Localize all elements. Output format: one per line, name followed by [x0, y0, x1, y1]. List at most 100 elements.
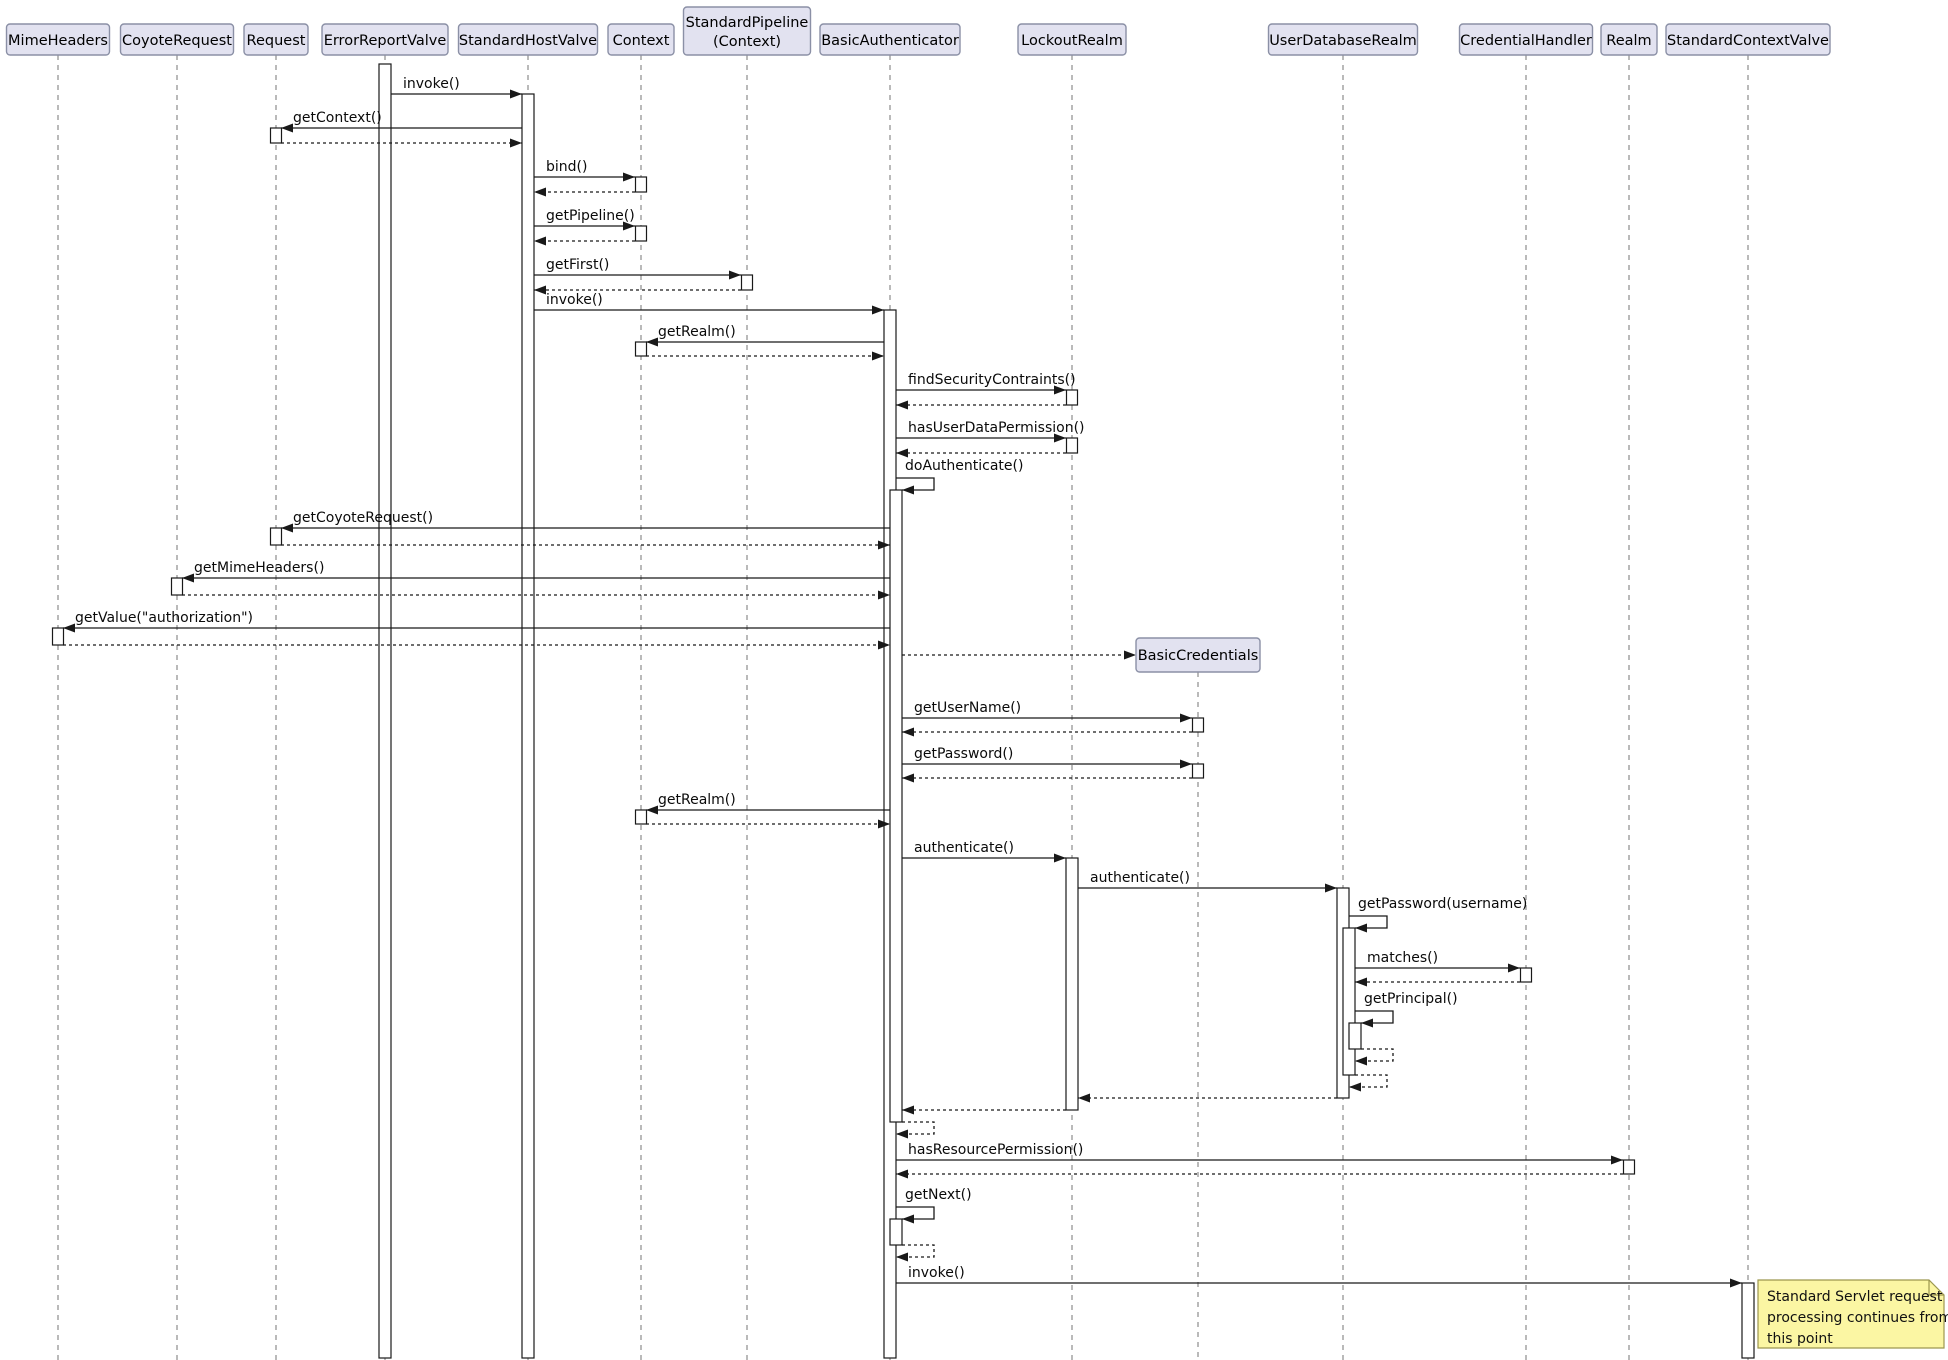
- arrowhead: [878, 590, 890, 600]
- message-label: findSecurityContraints(): [908, 372, 1076, 388]
- message-label: bind(): [546, 159, 587, 175]
- message-label: hasResourcePermission(): [908, 1142, 1083, 1158]
- context-getrealm-box: [634, 341, 648, 357]
- mimeheaders-getvalue-box: [51, 627, 65, 646]
- message-label: invoke(): [908, 1265, 965, 1281]
- self-return-arrow: [896, 1121, 935, 1135]
- participant-label: Realm: [1606, 33, 1651, 49]
- participant-label: StandardHostValve: [459, 33, 597, 49]
- participant-standardcontextvalve: StandardContextValve: [1665, 23, 1831, 56]
- participant-coyoterequest: CoyoteRequest: [119, 23, 235, 56]
- arrowhead: [896, 448, 908, 458]
- self-message-arrow: [896, 477, 935, 491]
- request-getcoyote-box: [269, 527, 283, 546]
- participant-mimeheaders: MimeHeaders: [5, 23, 111, 56]
- arrowhead: [510, 89, 522, 99]
- participant-box-errorreportvalve: [321, 23, 449, 56]
- arrowhead: [1508, 963, 1520, 973]
- note-line: processing continues from: [1767, 1310, 1948, 1326]
- note: Standard Servlet request processing conti…: [1757, 1279, 1948, 1349]
- participant-label: StandardPipeline: [686, 15, 809, 31]
- arrowhead: [1124, 650, 1136, 660]
- getnext-activation: [889, 1218, 903, 1246]
- participant-request: Request: [243, 23, 309, 56]
- participant-realm: Realm: [1600, 23, 1658, 56]
- participant-label: UserDatabaseRealm: [1269, 33, 1417, 49]
- participant-box-basicauthenticator: [819, 23, 961, 56]
- participant-label: BasicCredentials: [1138, 648, 1259, 664]
- arrowhead: [1355, 1056, 1367, 1066]
- arrowhead: [63, 623, 75, 633]
- participant-box-coyoterequest: [119, 23, 235, 56]
- arrowhead: [1078, 1093, 1090, 1103]
- arrowhead: [896, 400, 908, 410]
- arrowhead: [1054, 853, 1066, 863]
- participant-box-standardhostvalve: [457, 23, 599, 56]
- participant-label: MimeHeaders: [8, 33, 108, 49]
- participant-label-line2: (Context): [713, 34, 781, 50]
- arrowhead: [623, 172, 635, 182]
- arrowhead: [878, 640, 890, 650]
- participant-label: CredentialHandler: [1460, 33, 1592, 49]
- participant-standardhostvalve: StandardHostValve: [457, 23, 599, 56]
- arrowhead: [1180, 759, 1192, 769]
- arrowhead: [878, 540, 890, 550]
- self-message-arrow: [896, 1206, 935, 1220]
- arrowhead: [872, 305, 884, 315]
- arrowhead: [281, 123, 293, 133]
- note-fold: [1928, 1280, 1944, 1296]
- created-participant-basiccredentials: BasicCredentials: [1135, 637, 1261, 673]
- message-label: getContext(): [293, 110, 382, 126]
- getpassword-username-activation: [1342, 927, 1356, 1076]
- arrowhead: [902, 727, 914, 737]
- note-line: Standard Servlet request: [1767, 1289, 1943, 1305]
- participant-context: Context: [607, 23, 675, 56]
- arrowhead: [1355, 977, 1367, 987]
- message-label: getRealm(): [658, 792, 736, 808]
- arrowhead: [1355, 923, 1367, 933]
- participant-errorreportvalve: ErrorReportValve: [321, 23, 449, 56]
- arrowhead: [878, 819, 890, 829]
- participant-userdatabaserealm: UserDatabaseRealm: [1267, 23, 1419, 56]
- participant-label: CoyoteRequest: [122, 33, 232, 49]
- context-getpipeline-box: [634, 225, 648, 242]
- arrowhead: [872, 351, 884, 361]
- arrowhead: [902, 485, 914, 495]
- context-bind-box: [634, 176, 648, 193]
- arrowhead: [1611, 1155, 1623, 1165]
- arrowhead: [510, 138, 522, 148]
- arrowhead: [1325, 883, 1337, 893]
- participant-label: Request: [247, 33, 306, 49]
- participant-label: Context: [613, 33, 670, 49]
- errorreportvalve-activation: [378, 63, 392, 1359]
- participant-box-lockoutrealm: [1017, 23, 1127, 56]
- request-getcontext-box: [269, 127, 283, 144]
- arrowhead: [534, 236, 546, 246]
- arrowhead: [896, 1169, 908, 1179]
- self-message-label: getNext(): [905, 1187, 972, 1203]
- participant-box-basiccredentials: [1135, 637, 1261, 673]
- participant-basicauthenticator: BasicAuthenticator: [819, 23, 961, 56]
- participant-label: BasicAuthenticator: [821, 33, 959, 49]
- arrowhead: [896, 1252, 908, 1262]
- realm-hasresource-box: [1622, 1159, 1636, 1175]
- arrowhead: [534, 285, 546, 295]
- doauthenticate-activation: [889, 489, 903, 1123]
- self-return-arrow: [1349, 1074, 1388, 1088]
- coyoterequest-getmime-box: [170, 577, 184, 596]
- participant-box-request: [243, 23, 309, 56]
- arrowhead: [534, 187, 546, 197]
- message-label: authenticate(): [1090, 870, 1190, 886]
- participant-box-standardcontextvalve: [1665, 23, 1831, 56]
- lockoutrealm-activation: [1065, 857, 1079, 1111]
- self-return-arrow: [1355, 1048, 1394, 1062]
- participant-lockoutrealm: LockoutRealm: [1017, 23, 1127, 56]
- participant-box-context: [607, 23, 675, 56]
- message-label: matches(): [1367, 950, 1438, 966]
- message-label: getPipeline(): [546, 208, 635, 224]
- message-label: getFirst(): [546, 257, 609, 273]
- message-label: hasUserDataPermission(): [908, 420, 1085, 436]
- message-label: getMimeHeaders(): [194, 560, 324, 576]
- participant-box-mimeheaders: [5, 23, 111, 56]
- arrowhead: [1054, 385, 1066, 395]
